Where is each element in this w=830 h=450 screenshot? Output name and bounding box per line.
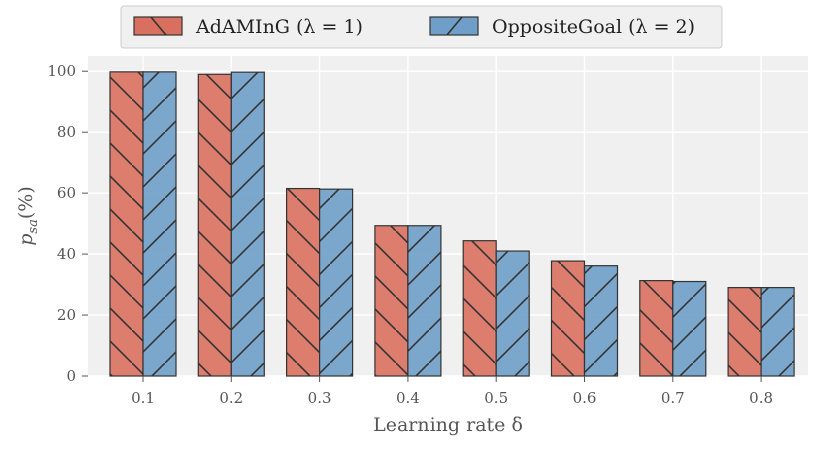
bar-hatch <box>230 71 265 377</box>
legend-label: OppositeGoal (λ = 2) <box>492 16 695 38</box>
bars <box>109 71 795 377</box>
x-tick-label: 0.1 <box>131 389 155 407</box>
bar <box>495 250 530 377</box>
legend-item: AdAMInG (λ = 1) <box>133 16 363 38</box>
bar <box>407 225 442 377</box>
bar-hatch <box>374 225 409 377</box>
bar <box>109 71 144 377</box>
bar-hatch <box>407 225 442 377</box>
bar <box>550 260 586 377</box>
x-tick-label: 0.4 <box>396 389 420 407</box>
x-tick-label: 0.6 <box>573 389 597 407</box>
y-tick-label: 20 <box>57 306 76 324</box>
bar <box>197 73 232 377</box>
x-tick-label: 0.5 <box>484 389 508 407</box>
bar-hatch <box>550 260 586 377</box>
bar-hatch <box>583 265 619 377</box>
bar <box>727 287 762 377</box>
bar-hatch <box>462 240 497 377</box>
x-tick-label: 0.2 <box>219 389 243 407</box>
bar <box>462 240 497 377</box>
legend-hatch <box>446 16 463 36</box>
bar-hatch <box>760 287 795 377</box>
y-tick-label: 0 <box>66 367 76 385</box>
y-tick-label: 80 <box>57 123 76 141</box>
legend-box <box>120 5 723 49</box>
bar-hatch <box>109 71 144 377</box>
x-tick-label: 0.3 <box>308 389 332 407</box>
bar-hatch <box>727 287 762 377</box>
bar-hatch <box>197 73 232 377</box>
x-tick-label: 0.8 <box>749 389 773 407</box>
y-axis-label: psa(%) <box>15 186 41 245</box>
x-axis-ticks: 0.1 0.2 0.3 0.4 0.5 0.6 0.7 0.8 <box>131 376 773 407</box>
y-tick-label: 100 <box>47 62 76 80</box>
bar <box>374 225 409 377</box>
bar <box>142 71 177 377</box>
bar-hatch <box>495 250 530 377</box>
bar <box>230 71 265 377</box>
legend-item: OppositeGoal (λ = 2) <box>429 16 695 38</box>
legend-swatch-border <box>133 16 183 36</box>
bar <box>760 287 795 377</box>
bar <box>672 280 707 377</box>
bar-hatch <box>319 188 354 377</box>
bar <box>286 187 321 377</box>
y-axis-ticks: 0 20 40 60 80 100 <box>47 62 88 385</box>
bar <box>319 188 354 377</box>
x-tick-label: 0.7 <box>661 389 685 407</box>
legend: AdAMInG (λ = 1) OppositeGoal (λ = 2) <box>120 5 723 49</box>
bar-hatch <box>142 71 177 377</box>
legend-hatch <box>150 16 167 36</box>
bar-hatch <box>672 280 707 377</box>
y-tick-label: 60 <box>57 184 76 202</box>
axis-labels: Learning rate δ psa(%) <box>15 186 523 436</box>
bar-hatch <box>639 280 674 377</box>
y-tick-label: 40 <box>57 245 76 263</box>
legend-swatch-border <box>429 16 479 36</box>
bar <box>583 265 619 377</box>
bar-hatch <box>286 187 321 377</box>
bar <box>639 280 674 377</box>
x-axis-label: Learning rate δ <box>373 414 523 436</box>
legend-label: AdAMInG (λ = 1) <box>195 16 363 38</box>
